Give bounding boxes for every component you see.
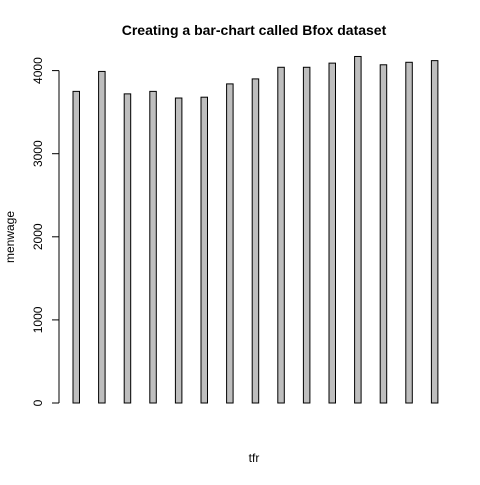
y-tick-label: 0 xyxy=(31,399,45,406)
bar xyxy=(72,90,80,404)
x-axis-label: tfr xyxy=(249,451,260,465)
y-tick-label: 3000 xyxy=(31,140,45,167)
bar xyxy=(277,66,285,404)
bars-group xyxy=(72,55,439,404)
y-tick-label: 1000 xyxy=(31,306,45,333)
y-axis: 0 1000 2000 3000 4000 xyxy=(31,57,60,406)
bar xyxy=(354,55,362,404)
bar xyxy=(405,61,413,404)
bar xyxy=(226,83,234,404)
bar xyxy=(430,60,439,404)
bar xyxy=(174,97,183,404)
bar xyxy=(251,78,260,404)
bar xyxy=(302,66,311,404)
bar xyxy=(328,62,336,404)
bar xyxy=(98,70,106,404)
y-axis-label: menwage xyxy=(3,211,17,263)
y-tick-label: 4000 xyxy=(31,57,45,84)
chart-title: Creating a bar-chart called Bfox dataset xyxy=(122,22,387,38)
bar xyxy=(379,64,388,404)
bar xyxy=(200,96,208,404)
y-tick-label: 2000 xyxy=(31,223,45,250)
bar xyxy=(149,90,157,404)
bar xyxy=(123,93,132,404)
